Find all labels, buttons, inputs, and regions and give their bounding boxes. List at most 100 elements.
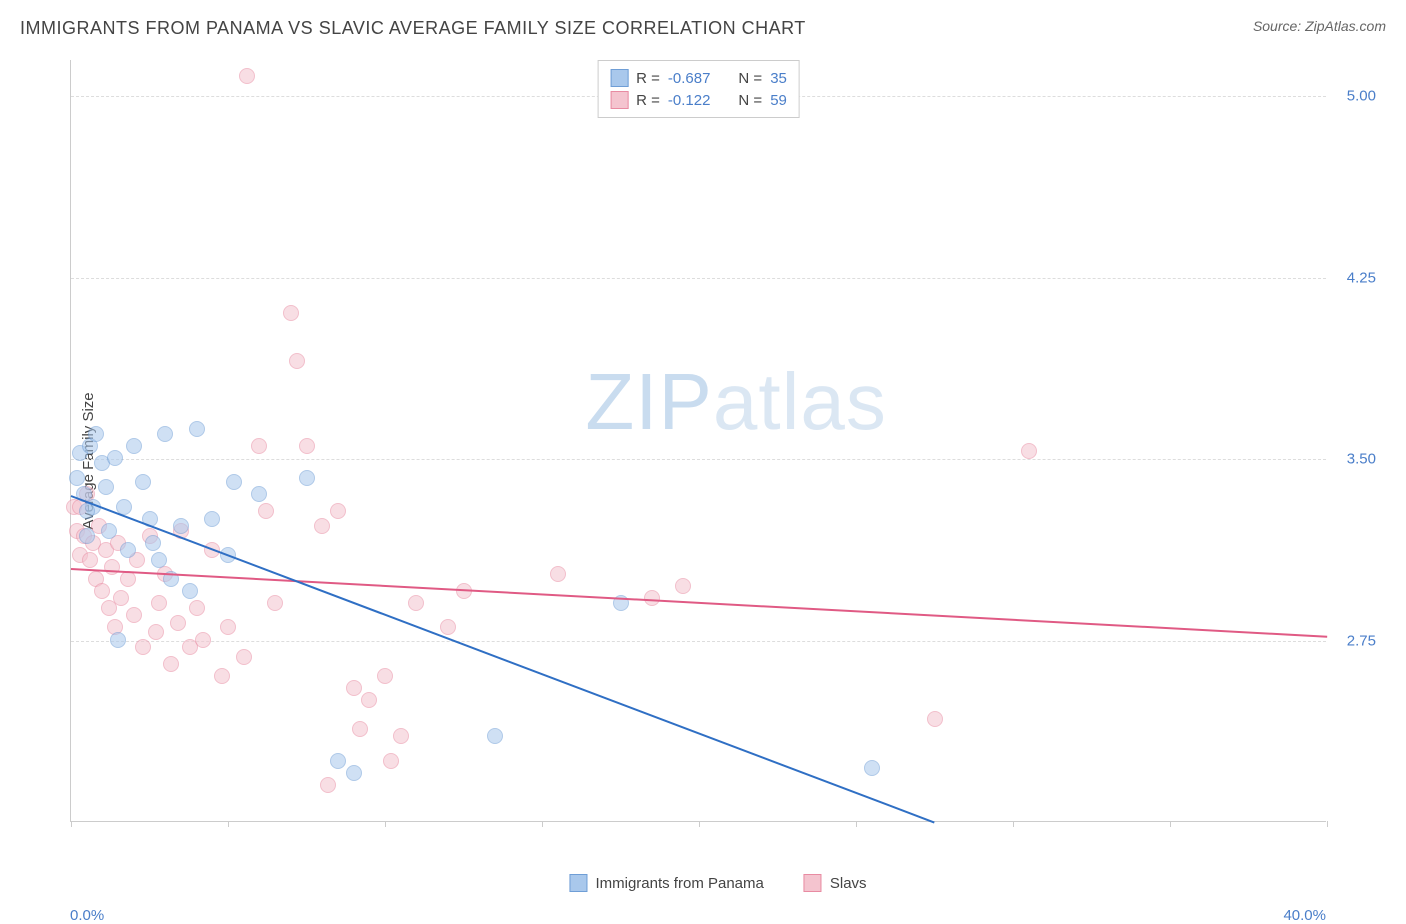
data-point (157, 426, 173, 442)
legend-swatch (610, 69, 628, 87)
data-point (299, 438, 315, 454)
data-point (352, 721, 368, 737)
gridline (71, 641, 1326, 642)
data-point (126, 438, 142, 454)
data-point (98, 479, 114, 495)
source-attribution: Source: ZipAtlas.com (1253, 18, 1386, 34)
x-tick (542, 821, 543, 827)
data-point (151, 552, 167, 568)
data-point (383, 753, 399, 769)
data-point (94, 583, 110, 599)
data-point (79, 503, 95, 519)
stat-n-value: 59 (770, 92, 787, 109)
x-tick (1013, 821, 1014, 827)
data-point (135, 639, 151, 655)
legend-swatch (569, 874, 587, 892)
data-point (1021, 443, 1037, 459)
series-legend: Immigrants from Panama Slavs (569, 874, 866, 892)
x-tick (856, 821, 857, 827)
source-prefix: Source: (1253, 18, 1305, 34)
stat-r-value: -0.687 (668, 70, 711, 87)
legend-swatch (610, 91, 628, 109)
x-tick (228, 821, 229, 827)
data-point (864, 760, 880, 776)
source-name: ZipAtlas.com (1305, 18, 1386, 34)
data-point (320, 777, 336, 793)
data-point (148, 624, 164, 640)
data-point (346, 680, 362, 696)
data-point (151, 595, 167, 611)
data-point (126, 607, 142, 623)
stat-n-label: N = (738, 70, 762, 87)
x-tick (1170, 821, 1171, 827)
watermark-part2: atlas (713, 357, 887, 446)
data-point (135, 474, 151, 490)
data-point (330, 503, 346, 519)
stat-n-label: N = (738, 92, 762, 109)
legend-stat-row: R = -0.122 N = 59 (610, 89, 787, 111)
x-tick (385, 821, 386, 827)
gridline (71, 459, 1326, 460)
trend-line (71, 568, 1327, 638)
y-tick-label: 4.25 (1347, 269, 1376, 286)
x-tick (71, 821, 72, 827)
trend-line (71, 495, 935, 823)
plot-area: ZIPatlas R = -0.687 N = 35 R = -0.122 N = 5… (70, 60, 1326, 822)
data-point (163, 656, 179, 672)
data-point (239, 68, 255, 84)
data-point (299, 470, 315, 486)
watermark: ZIPatlas (585, 356, 886, 448)
x-tick (1327, 821, 1328, 827)
data-point (487, 728, 503, 744)
legend-series-item: Slavs (804, 874, 867, 892)
data-point (226, 474, 242, 490)
data-point (289, 353, 305, 369)
x-tick (699, 821, 700, 827)
data-point (204, 511, 220, 527)
data-point (120, 571, 136, 587)
data-point (195, 632, 211, 648)
y-tick-label: 3.50 (1347, 451, 1376, 468)
data-point (189, 421, 205, 437)
stat-r-label: R = (636, 70, 660, 87)
legend-stat-row: R = -0.687 N = 35 (610, 67, 787, 89)
legend-series-item: Immigrants from Panama (569, 874, 763, 892)
data-point (330, 753, 346, 769)
data-point (214, 668, 230, 684)
page-title: IMMIGRANTS FROM PANAMA VS SLAVIC AVERAGE… (20, 18, 806, 39)
gridline (71, 278, 1326, 279)
data-point (361, 692, 377, 708)
watermark-part1: ZIP (585, 357, 712, 446)
data-point (170, 615, 186, 631)
data-point (377, 668, 393, 684)
x-tick-label: 40.0% (1283, 907, 1326, 924)
stat-r-value: -0.122 (668, 92, 711, 109)
data-point (258, 503, 274, 519)
data-point (79, 528, 95, 544)
data-point (440, 619, 456, 635)
data-point (104, 559, 120, 575)
data-point (120, 542, 136, 558)
data-point (408, 595, 424, 611)
correlation-legend: R = -0.687 N = 35 R = -0.122 N = 59 (597, 60, 800, 118)
legend-series-label: Immigrants from Panama (595, 875, 763, 892)
data-point (113, 590, 129, 606)
data-point (251, 438, 267, 454)
data-point (314, 518, 330, 534)
data-point (346, 765, 362, 781)
stat-r-label: R = (636, 92, 660, 109)
x-tick-label: 0.0% (70, 907, 104, 924)
data-point (267, 595, 283, 611)
data-point (927, 711, 943, 727)
data-point (251, 486, 267, 502)
data-point (236, 649, 252, 665)
legend-series-label: Slavs (830, 875, 867, 892)
data-point (189, 600, 205, 616)
data-point (550, 566, 566, 582)
data-point (393, 728, 409, 744)
data-point (182, 583, 198, 599)
stat-n-value: 35 (770, 70, 787, 87)
legend-swatch (804, 874, 822, 892)
data-point (675, 578, 691, 594)
data-point (145, 535, 161, 551)
